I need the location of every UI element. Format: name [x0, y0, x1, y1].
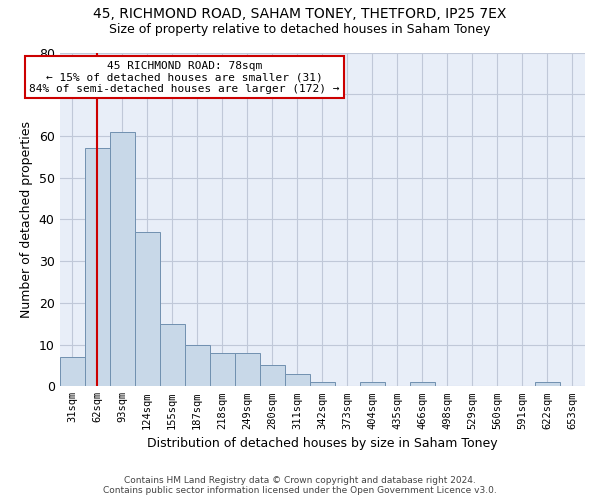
Text: 45, RICHMOND ROAD, SAHAM TONEY, THETFORD, IP25 7EX: 45, RICHMOND ROAD, SAHAM TONEY, THETFORD…	[94, 8, 506, 22]
Bar	[535, 382, 560, 386]
Text: Contains HM Land Registry data © Crown copyright and database right 2024.
Contai: Contains HM Land Registry data © Crown c…	[103, 476, 497, 495]
Y-axis label: Number of detached properties: Number of detached properties	[20, 121, 33, 318]
X-axis label: Distribution of detached houses by size in Saham Toney: Distribution of detached houses by size …	[147, 437, 497, 450]
Bar	[410, 382, 435, 386]
Bar	[260, 366, 285, 386]
Bar	[185, 344, 209, 387]
Bar	[310, 382, 335, 386]
Bar	[85, 148, 110, 386]
Bar	[110, 132, 134, 386]
Bar	[360, 382, 385, 386]
Bar	[209, 353, 235, 386]
Bar	[235, 353, 260, 386]
Bar	[160, 324, 185, 386]
Bar	[59, 357, 85, 386]
Bar	[134, 232, 160, 386]
Text: 45 RICHMOND ROAD: 78sqm
← 15% of detached houses are smaller (31)
84% of semi-de: 45 RICHMOND ROAD: 78sqm ← 15% of detache…	[29, 61, 340, 94]
Text: Size of property relative to detached houses in Saham Toney: Size of property relative to detached ho…	[109, 22, 491, 36]
Bar	[285, 374, 310, 386]
